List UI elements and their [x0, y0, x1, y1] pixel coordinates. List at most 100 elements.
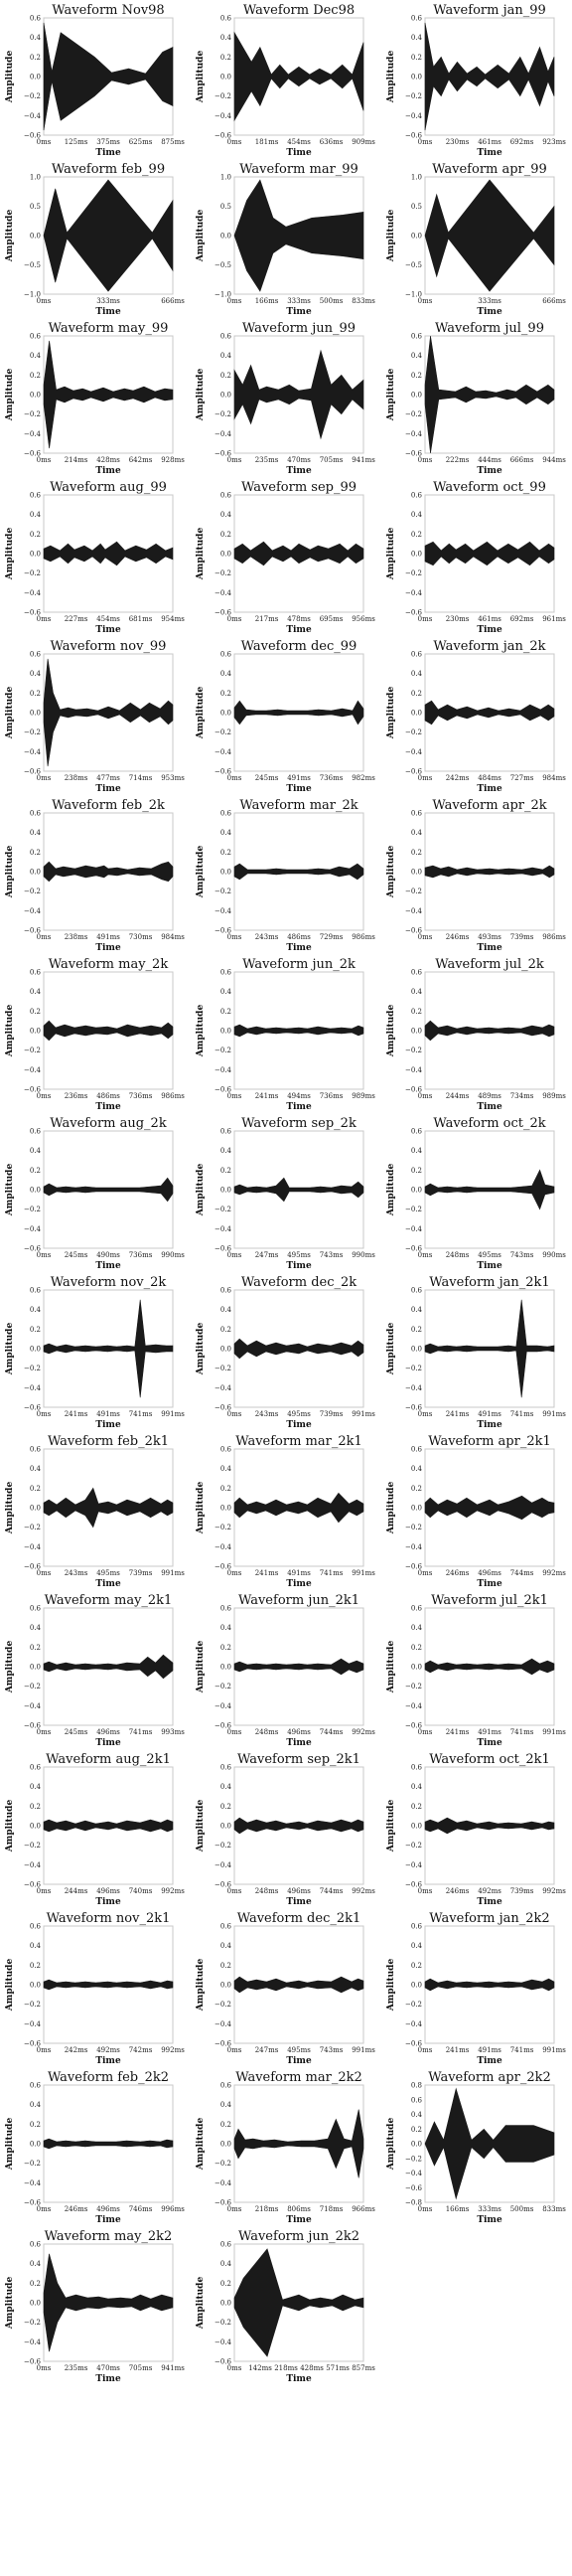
y-axis-label: Amplitude [196, 2277, 206, 2331]
x-tick-label: 571ms [326, 2364, 350, 2372]
x-tick-label: 742ms [129, 2046, 153, 2054]
x-axis-label: Time [286, 943, 312, 953]
waveform-envelope [233, 541, 364, 566]
x-tick-label: 470ms [96, 2364, 120, 2372]
y-tick-label: −0.4 [214, 2179, 232, 2187]
waveform-envelope [43, 1979, 174, 1991]
x-tick-label: 246ms [446, 933, 470, 941]
x-tick-label: 0ms [227, 1728, 242, 1736]
waveform-envelope [43, 658, 174, 767]
waveform-chart: Waveform sep_99 0.6 0.4 0.2 0.0 −0.2 −0.4 −0.60… [196, 480, 375, 635]
x-tick-label: 739ms [510, 933, 534, 941]
x-tick-label: 491ms [96, 1410, 120, 1418]
waveform-panel: Waveform Dec98 0.6 0.4 0.2 0.0 −0.2 −0.4 −0.6 0m… [191, 3, 381, 163]
chart-title: Waveform jul_2k [435, 957, 544, 972]
x-tick-label: 984ms [542, 774, 566, 782]
x-tick-label: 741ms [510, 1410, 534, 1418]
y-tick-label: 0.0 [220, 869, 231, 877]
x-tick-label: 0ms [227, 456, 242, 464]
waveform-chart: Waveform jun_2k1 0.6 0.4 0.2 0.0 −0.2 −0.4 −0.6… [196, 1593, 375, 1748]
y-tick-label: 0.0 [220, 2300, 231, 2308]
y-tick-label: −0.4 [214, 907, 232, 915]
y-tick-label: 0.2 [30, 2121, 41, 2129]
x-tick-label: 0ms [418, 774, 433, 782]
waveform-chart: Waveform apr_2k1 0.6 0.4 0.2 0.0 −0.2 −0.4 −0.6… [386, 1434, 566, 1589]
y-tick-label: −0.4 [24, 112, 42, 120]
y-tick-label: 0.0 [30, 869, 41, 877]
y-tick-label: 0.2 [220, 2121, 231, 2129]
y-tick-label: −0.6 [405, 450, 423, 458]
waveform-envelope [43, 22, 174, 131]
x-axis-label: Time [95, 1420, 121, 1430]
y-tick-label: 0.0 [411, 74, 422, 81]
chart-title: Waveform jul_2k1 [431, 1593, 548, 1608]
x-tick-label: 666ms [161, 297, 185, 305]
waveform-panel: Waveform feb_2k1 0.6 0.4 0.2 0.0 −0.2 −0.4 −0.6… [0, 1434, 191, 1594]
x-axis-label: Time [286, 148, 312, 158]
y-axis-label: Amplitude [386, 210, 396, 263]
waveform-panel: Waveform may_99 0.6 0.4 0.2 0.0 −0.2 −0.4 −0.6 0… [0, 321, 191, 481]
y-tick-label: −0.2 [214, 569, 231, 577]
waveform-panel: Waveform apr_2k2 0.8 0.6 0.4 0.2 0.0 −0.2 −0.4 −… [381, 2070, 572, 2230]
x-tick-label: 984ms [161, 933, 185, 941]
x-tick-label: 0ms [227, 297, 242, 305]
y-tick-label: −0.2 [24, 569, 41, 577]
y-tick-label: 0.2 [220, 2280, 231, 2288]
y-tick-label: 0.2 [220, 1803, 231, 1811]
x-tick-label: 0ms [37, 615, 52, 623]
y-axis-label: Amplitude [5, 1164, 15, 1217]
x-tick-label: 247ms [255, 2046, 279, 2054]
waveform-envelope [424, 22, 555, 131]
waveform-envelope [424, 1020, 555, 1042]
x-tick-label: 495ms [96, 1569, 120, 1577]
x-tick-label: 333ms [478, 2205, 501, 2213]
x-tick-label: 0ms [227, 1569, 242, 1577]
x-tick-label: 142ms [248, 2364, 272, 2372]
x-tick-label: 746ms [129, 2205, 153, 2213]
y-tick-label: 0.4 [411, 1783, 423, 1791]
y-tick-label: −0.6 [24, 1563, 42, 1571]
y-axis-label: Amplitude [5, 369, 15, 422]
x-tick-label: 736ms [129, 1092, 153, 1100]
y-tick-label: −0.4 [24, 907, 42, 915]
x-tick-label: 736ms [320, 1092, 344, 1100]
y-tick-label: −0.6 [214, 1563, 232, 1571]
x-tick-label: 0ms [227, 774, 242, 782]
y-tick-label: 0.6 [30, 1923, 42, 1931]
y-tick-label: 0.6 [30, 2241, 42, 2249]
y-tick-label: 0.5 [411, 203, 422, 211]
y-tick-label: 0.0 [30, 1823, 41, 1831]
x-axis-label: Time [286, 2215, 312, 2225]
y-tick-label: 0.4 [411, 1465, 423, 1473]
x-tick-label: 695ms [320, 615, 344, 623]
x-tick-label: 954ms [161, 615, 185, 623]
y-tick-label: 0.0 [30, 551, 41, 559]
waveform-chart: Waveform sep_2k1 0.6 0.4 0.2 0.0 −0.2 −0.4 −0.6… [196, 1752, 375, 1907]
waveform-envelope [43, 1177, 174, 1203]
x-axis-label: Time [95, 1102, 121, 1112]
y-tick-label: 0.6 [220, 2082, 232, 2090]
y-tick-label: −0.2 [214, 1206, 231, 1213]
y-tick-label: −0.4 [214, 589, 232, 597]
y-axis-label: Amplitude [386, 2118, 396, 2172]
y-tick-label: −1.0 [214, 291, 231, 299]
x-tick-label: 923ms [542, 138, 566, 146]
x-tick-label: 248ms [255, 1887, 279, 1895]
y-tick-label: 0.2 [30, 54, 41, 62]
y-tick-label: 0.4 [220, 988, 232, 996]
waveform-chart: Waveform may_99 0.6 0.4 0.2 0.0 −0.2 −0.4 −0.60… [5, 321, 185, 476]
y-tick-label: 0.0 [411, 1346, 422, 1354]
x-tick-label: 0ms [37, 1251, 52, 1259]
x-axis-label: Time [477, 1102, 502, 1112]
x-tick-label: 986ms [161, 1092, 185, 1100]
y-tick-label: −0.6 [214, 450, 232, 458]
y-tick-label: −0.4 [24, 430, 42, 438]
y-tick-label: −0.2 [405, 1365, 422, 1372]
y-tick-label: 0.0 [411, 710, 422, 718]
y-tick-label: −0.4 [24, 1702, 42, 1710]
y-tick-label: 0.2 [30, 1485, 41, 1493]
y-tick-label: 0.2 [220, 1644, 231, 1652]
waveform-envelope [424, 1169, 555, 1210]
y-tick-label: −0.6 [24, 609, 42, 617]
